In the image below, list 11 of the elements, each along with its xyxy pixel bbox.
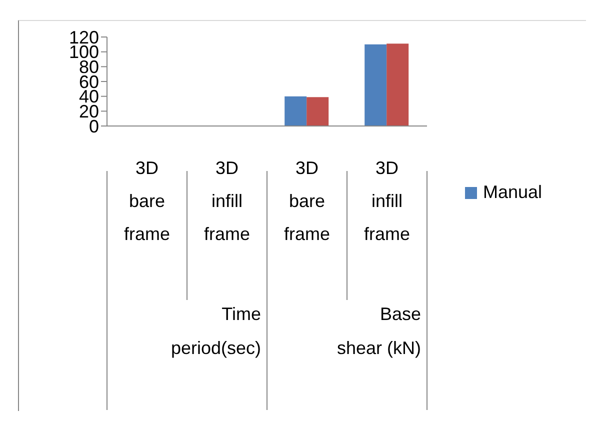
x-tick-label: 3D infill frame bbox=[364, 158, 410, 244]
bar bbox=[284, 96, 307, 126]
legend-label: Manual bbox=[483, 182, 542, 203]
bar bbox=[306, 97, 329, 126]
bar bbox=[364, 44, 387, 126]
text: Time period(sec) bbox=[170, 304, 261, 358]
x-tick-label: 3D bare frame bbox=[284, 158, 330, 244]
text: Base shear (kN) bbox=[336, 304, 421, 358]
x-tick-label: 3D infill frame bbox=[204, 158, 250, 244]
bar bbox=[386, 44, 409, 126]
x-tick-label: 3D bare frame bbox=[124, 158, 170, 244]
